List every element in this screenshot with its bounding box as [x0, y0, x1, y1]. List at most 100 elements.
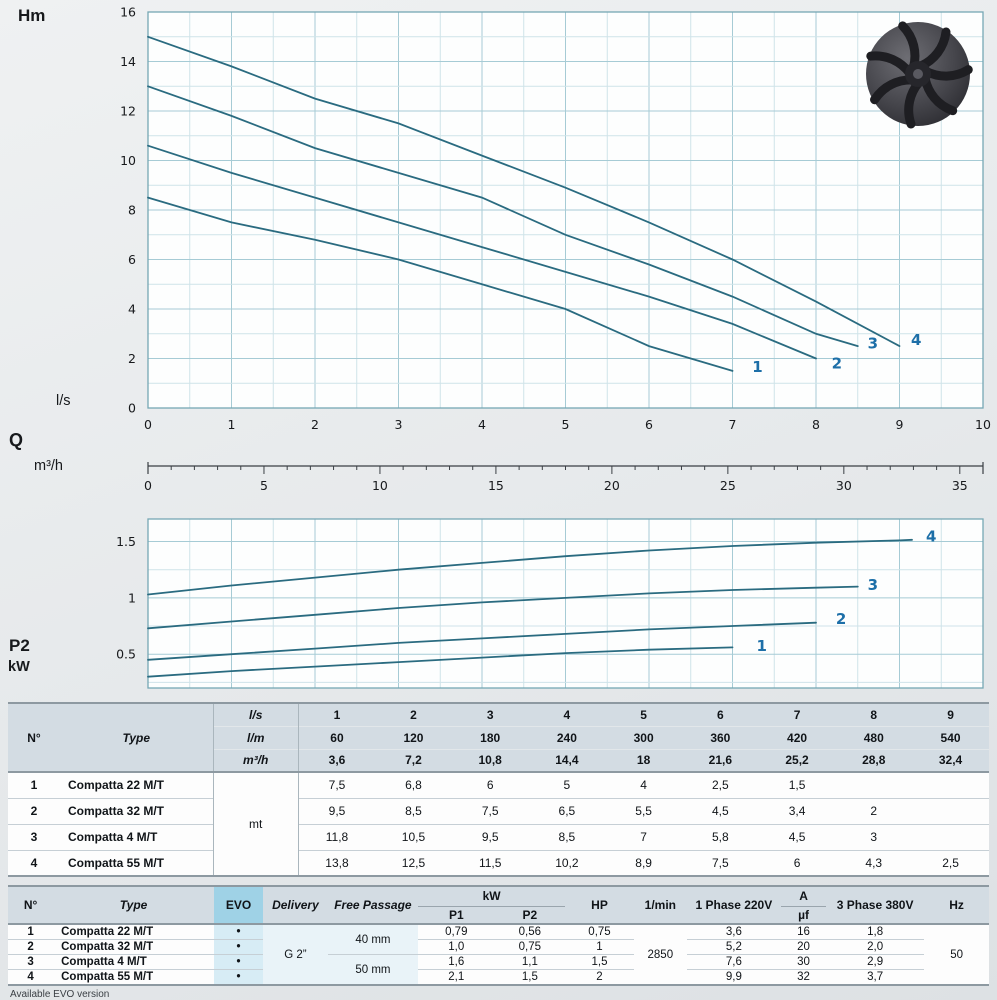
y-tick-label: 12: [120, 104, 136, 119]
head-value: 8,5: [528, 823, 606, 850]
frequency-hz: 50: [924, 923, 989, 985]
t1-flow-value: 420: [758, 725, 836, 749]
amps-3phase: 1,8: [826, 923, 925, 940]
t1-flow-value: 3,6: [298, 748, 376, 772]
y-tick-label: 0.5: [116, 647, 136, 662]
t1-flow-value: 240: [528, 725, 606, 749]
head-value: 8,9: [605, 849, 682, 876]
curve-4: [147, 35, 901, 347]
footnote: Available EVO version: [10, 989, 110, 1000]
p2-kw: 1,5: [494, 969, 566, 985]
performance-table: N° Type l/s 1 2 3 4 5 6 7 8 9 l/m 60 120 180 240 300 360 42…: [8, 702, 989, 877]
t1-flow-value: 7: [758, 702, 836, 726]
x-tick-label: 5: [562, 417, 570, 432]
head-value: 6: [451, 771, 529, 798]
t2-header-evo: EVO: [214, 885, 264, 924]
power-flow-chart: 1 2 3 4 0.5 1 1.5: [116, 518, 984, 689]
flow-symbol-label: Q: [9, 430, 24, 450]
m3h-tick-label: 0: [144, 478, 152, 493]
head-value: 7,5: [681, 849, 759, 876]
pump-type: Compatta 22 M/T: [59, 771, 214, 798]
table-row: 2 Compatta 32 M/T 9,5 8,5 7,5 6,5 5,5 4,5 3,4 2: [8, 797, 989, 824]
t2-header-hp: HP: [565, 885, 634, 924]
t1-flow-value: 180: [451, 725, 529, 749]
row-no: 2: [8, 797, 60, 824]
t1-flow-value: 7,2: [375, 748, 452, 772]
evo-dot: •: [214, 939, 264, 955]
hp: 2: [565, 969, 634, 985]
spec-row: 4 Compatta 55 M/T • 2,1 1,5 2 9,9 32 3,7: [8, 969, 989, 985]
t2-header-3phase-380v: 3 Phase 380V: [826, 885, 925, 924]
t1-flow-value: 60: [298, 725, 376, 749]
t2-header-1phase-220v: 1 Phase 220V: [686, 885, 781, 924]
t1-header-no: N°: [8, 702, 60, 772]
impeller-image: [866, 21, 973, 129]
curve-label-1: 1: [756, 637, 766, 655]
curve-label-3: 3: [868, 335, 878, 353]
p2-kw: 0,75: [494, 939, 566, 955]
curve-2: [147, 621, 817, 661]
t1-flow-value: 18: [605, 748, 682, 772]
pump-type: Compatta 55 M/T: [53, 969, 214, 985]
p1-kw: 1,6: [418, 954, 495, 970]
y-tick-label: 2: [128, 351, 136, 366]
y-tick-label: 14: [120, 54, 136, 69]
x-tick-label: 7: [729, 417, 737, 432]
head-value: [912, 823, 989, 850]
table-row: 3 Compatta 4 M/T 11,8 10,5 9,5 8,5 7 5,8 4,5 3: [8, 823, 989, 850]
head-value: 5,8: [681, 823, 759, 850]
head-value: 13,8: [298, 849, 376, 876]
power-axis-label: P2: [9, 636, 30, 655]
evo-dot: •: [214, 923, 264, 940]
head-value: 2: [835, 797, 913, 824]
x-tick-label: 6: [645, 417, 653, 432]
y-tick-label: 1: [128, 590, 136, 605]
tables-section: N° Type l/s 1 2 3 4 5 6 7 8 9 l/m 60 120 180 240 300 360 42…: [8, 702, 989, 986]
curve-1: [147, 196, 734, 372]
head-value: 4,5: [758, 823, 836, 850]
p1-kw: 1,0: [418, 939, 495, 955]
t1-flow-value: 25,2: [758, 748, 836, 772]
head-value: 7,5: [298, 771, 376, 798]
x-tick-label: 0: [144, 417, 152, 432]
m3h-tick-label: 25: [720, 478, 736, 493]
t1-flow-value: 300: [605, 725, 682, 749]
amps-1phase: 3,6: [686, 923, 781, 940]
x-tick-label: 3: [395, 417, 403, 432]
head-value: 5,5: [605, 797, 682, 824]
spec-row: 3 Compatta 4 M/T • 50 mm 1,6 1,1 1,5 7,6 30 2,9: [8, 954, 989, 985]
curve-4: [147, 538, 913, 596]
evo-dot: •: [214, 954, 264, 970]
t2-header-delivery: Delivery: [263, 885, 328, 924]
t1-flow-value: 480: [835, 725, 913, 749]
m3h-tick-label: 20: [604, 478, 620, 493]
curve-label-1: 1: [752, 358, 762, 376]
m3h-tick-label: 30: [836, 478, 852, 493]
head-value: [912, 771, 989, 798]
impeller-hub-bore: [913, 69, 923, 79]
t1-flow-value: 1: [298, 702, 376, 726]
flow-m3h-unit-label: m³/h: [34, 458, 63, 474]
head-value: 7: [605, 823, 682, 850]
y-tick-label: 6: [128, 252, 136, 267]
t2-header-kw: kW: [418, 885, 566, 907]
head-value: 8,5: [375, 797, 452, 824]
t1-flow-value: 21,6: [681, 748, 759, 772]
x-tick-label: 2: [311, 417, 319, 432]
table-row: 1 Compatta 22 M/T mt 7,5 6,8 6 5 4 2,5 1,5: [8, 771, 989, 876]
curve-3: [147, 85, 859, 347]
p1-kw: 2,1: [418, 969, 495, 985]
capacitor-uf: 30: [780, 954, 827, 970]
m3h-tick-label: 15: [488, 478, 504, 493]
evo-dot: •: [214, 969, 264, 985]
y-tick-label: 1.5: [116, 534, 136, 549]
head-value: 6,8: [375, 771, 452, 798]
head-value: 6,5: [528, 797, 606, 824]
amps-3phase: 2,0: [826, 939, 925, 955]
head-value: 11,5: [451, 849, 529, 876]
x-tick-label: 8: [812, 417, 820, 432]
amps-3phase: 3,7: [826, 969, 925, 985]
head-value: 10,5: [375, 823, 452, 850]
t2-header-uf: µf: [780, 905, 827, 924]
